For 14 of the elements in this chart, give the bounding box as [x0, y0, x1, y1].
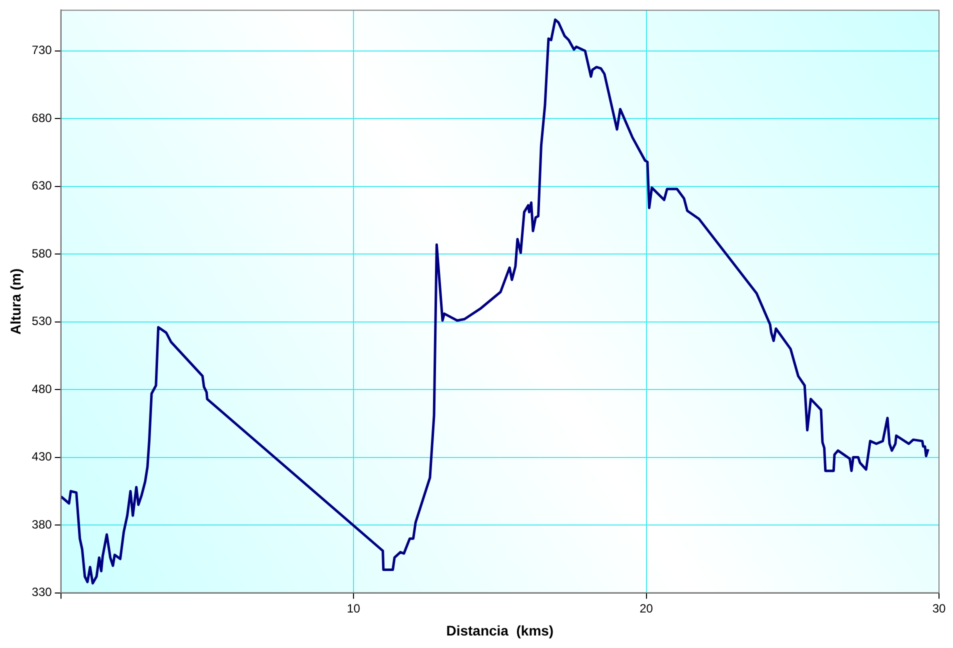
y-tick-label: 430: [32, 450, 52, 464]
y-tick-label: 380: [32, 517, 52, 532]
y-tick-label: 730: [32, 43, 52, 58]
y-tick-label: 630: [32, 178, 52, 193]
y-tick-label: 530: [32, 314, 52, 328]
y-tick-label: 480: [32, 382, 52, 396]
y-tick-label: 580: [32, 246, 52, 260]
x-tick-label: 30: [932, 601, 946, 616]
y-axis-title: Altura (m): [7, 268, 24, 335]
x-axis-title: Distancia (kms): [446, 622, 554, 638]
x-tick-label: 10: [346, 601, 361, 616]
y-tick-label: 680: [32, 110, 52, 125]
y-tick-label: 330: [32, 585, 52, 600]
x-tick-label: 20: [640, 601, 654, 616]
